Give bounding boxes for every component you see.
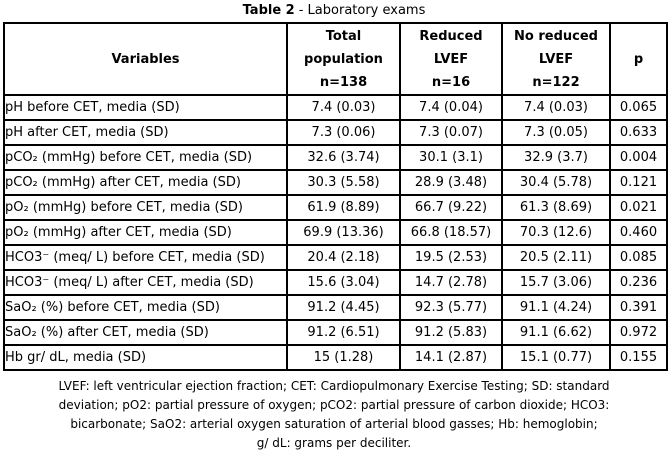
reduced-lvef-cell: 66.8 (18.57) (399, 219, 503, 246)
header-line: n=16 (431, 74, 471, 90)
table-row: SaO₂ (%) after CET, media (SD) 91.2 (6.5… (3, 319, 668, 346)
no-reduced-lvef-cell: 7.4 (0.03) (501, 94, 611, 121)
footnote-line: g/ dL: grams per deciliter. (256, 436, 412, 450)
reduced-lvef-cell: 92.3 (5.77) (399, 294, 503, 321)
table-row: SaO₂ (%) before CET, media (SD) 91.2 (4.… (3, 294, 668, 321)
reduced-lvef-cell: 14.7 (2.78) (399, 269, 503, 296)
table-row: pH after CET, media (SD) 7.3 (0.06) 7.3 … (3, 119, 668, 146)
total-population-cell: 20.4 (2.18) (286, 244, 401, 271)
p-value-cell: 0.972 (609, 319, 668, 346)
reduced-lvef-cell: 14.1 (2.87) (399, 344, 503, 371)
total-population-cell: 69.9 (13.36) (286, 219, 401, 246)
header-row: Variables Total population n=138 Reduced… (3, 22, 668, 96)
variable-cell: HCO3⁻ (meq/ L) before CET, media (SD) (3, 244, 288, 271)
column-header-p-value: p (609, 22, 668, 96)
table-footnote: LVEF: left ventricular ejection fraction… (0, 377, 668, 453)
total-population-cell: 15 (1.28) (286, 344, 401, 371)
table-row: HCO3⁻ (meq/ L) after CET, media (SD) 15.… (3, 269, 668, 296)
footnote-line: deviation; pO2: partial pressure of oxyg… (58, 398, 610, 412)
footnote-line: LVEF: left ventricular ejection fraction… (58, 379, 610, 393)
header-line: Total (325, 28, 362, 44)
reduced-lvef-cell: 30.1 (3.1) (399, 144, 503, 171)
header-line: n=138 (319, 74, 368, 90)
total-population-cell: 91.2 (6.51) (286, 319, 401, 346)
reduced-lvef-cell: 7.3 (0.07) (399, 119, 503, 146)
column-header-no-reduced-lvef: No reduced LVEF n=122 (501, 22, 611, 96)
p-value-cell: 0.236 (609, 269, 668, 296)
variable-cell: pCO₂ (mmHg) before CET, media (SD) (3, 144, 288, 171)
table-caption: Table 2- Laboratory exams (0, 0, 668, 20)
column-header-variables: Variables (3, 22, 288, 96)
p-value-cell: 0.065 (609, 94, 668, 121)
p-value-cell: 0.633 (609, 119, 668, 146)
header-line: LVEF (538, 51, 574, 67)
total-population-cell: 7.4 (0.03) (286, 94, 401, 121)
variable-cell: pO₂ (mmHg) after CET, media (SD) (3, 219, 288, 246)
table-row: HCO3⁻ (meq/ L) before CET, media (SD) 20… (3, 244, 668, 271)
variable-cell: SaO₂ (%) before CET, media (SD) (3, 294, 288, 321)
total-population-cell: 7.3 (0.06) (286, 119, 401, 146)
table-row: pH before CET, media (SD) 7.4 (0.03) 7.4… (3, 94, 668, 121)
footnote-line: bicarbonate; SaO2: arterial oxygen satur… (70, 417, 598, 431)
p-value-cell: 0.460 (609, 219, 668, 246)
reduced-lvef-cell: 7.4 (0.04) (399, 94, 503, 121)
header-line: LVEF (433, 51, 469, 67)
no-reduced-lvef-cell: 15.7 (3.06) (501, 269, 611, 296)
total-population-cell: 30.3 (5.58) (286, 169, 401, 196)
total-population-cell: 32.6 (3.74) (286, 144, 401, 171)
no-reduced-lvef-cell: 70.3 (12.6) (501, 219, 611, 246)
table-row: pCO₂ (mmHg) before CET, media (SD) 32.6 … (3, 144, 668, 171)
total-population-cell: 91.2 (4.45) (286, 294, 401, 321)
variable-cell: pH before CET, media (SD) (3, 94, 288, 121)
variable-cell: pO₂ (mmHg) before CET, media (SD) (3, 194, 288, 221)
reduced-lvef-cell: 66.7 (9.22) (399, 194, 503, 221)
p-value-cell: 0.021 (609, 194, 668, 221)
header-line: Reduced (419, 28, 483, 44)
no-reduced-lvef-cell: 61.3 (8.69) (501, 194, 611, 221)
variable-cell: Hb gr/ dL, media (SD) (3, 344, 288, 371)
table-row: pCO₂ (mmHg) after CET, media (SD) 30.3 (… (3, 169, 668, 196)
table-row: pO₂ (mmHg) before CET, media (SD) 61.9 (… (3, 194, 668, 221)
reduced-lvef-cell: 91.2 (5.83) (399, 319, 503, 346)
p-value-cell: 0.121 (609, 169, 668, 196)
no-reduced-lvef-cell: 20.5 (2.11) (501, 244, 611, 271)
variable-cell: SaO₂ (%) after CET, media (SD) (3, 319, 288, 346)
variable-cell: HCO3⁻ (meq/ L) after CET, media (SD) (3, 269, 288, 296)
p-value-cell: 0.004 (609, 144, 668, 171)
no-reduced-lvef-cell: 32.9 (3.7) (501, 144, 611, 171)
variable-cell: pH after CET, media (SD) (3, 119, 288, 146)
p-value-cell: 0.085 (609, 244, 668, 271)
header-line: population (304, 51, 383, 67)
p-value-cell: 0.155 (609, 344, 668, 371)
no-reduced-lvef-cell: 15.1 (0.77) (501, 344, 611, 371)
no-reduced-lvef-cell: 30.4 (5.78) (501, 169, 611, 196)
column-header-reduced-lvef: Reduced LVEF n=16 (399, 22, 503, 96)
total-population-cell: 61.9 (8.89) (286, 194, 401, 221)
p-value-cell: 0.391 (609, 294, 668, 321)
laboratory-exams-table: Variables Total population n=138 Reduced… (3, 22, 668, 371)
table-row: Hb gr/ dL, media (SD) 15 (1.28) 14.1 (2.… (3, 344, 668, 371)
reduced-lvef-cell: 28.9 (3.48) (399, 169, 503, 196)
table-row: pO₂ (mmHg) after CET, media (SD) 69.9 (1… (3, 219, 668, 246)
no-reduced-lvef-cell: 7.3 (0.05) (501, 119, 611, 146)
total-population-cell: 15.6 (3.04) (286, 269, 401, 296)
reduced-lvef-cell: 19.5 (2.53) (399, 244, 503, 271)
header-line: n=122 (532, 74, 580, 90)
column-header-total-population: Total population n=138 (286, 22, 401, 96)
table-caption-text: - Laboratory exams (298, 3, 426, 18)
table-caption-number: Table 2 (242, 3, 295, 18)
no-reduced-lvef-cell: 91.1 (4.24) (501, 294, 611, 321)
header-line: No reduced (514, 28, 598, 44)
variable-cell: pCO₂ (mmHg) after CET, media (SD) (3, 169, 288, 196)
no-reduced-lvef-cell: 91.1 (6.62) (501, 319, 611, 346)
